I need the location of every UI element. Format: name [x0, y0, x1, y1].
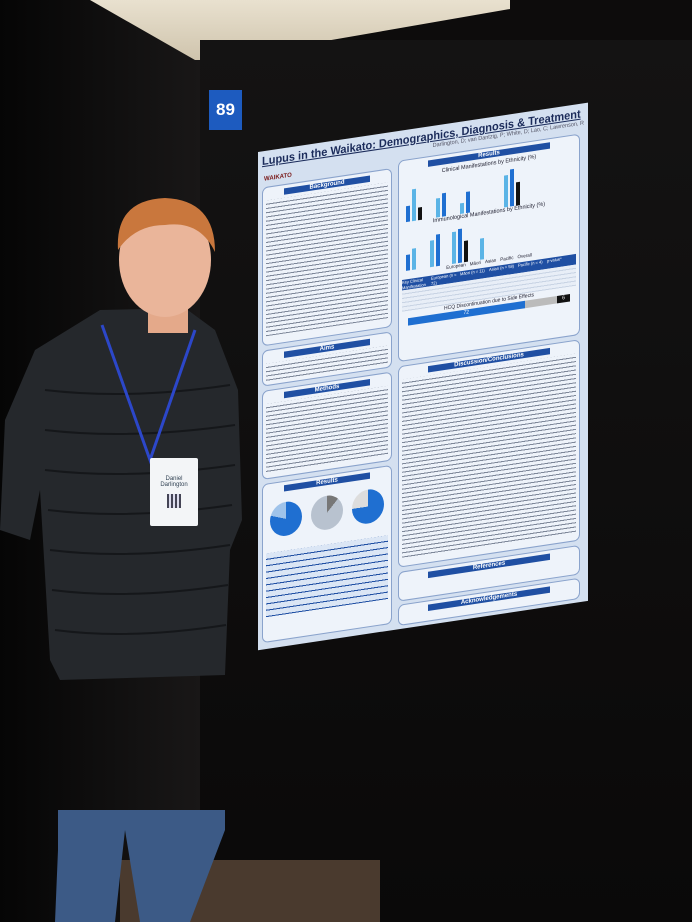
- hair: [117, 198, 215, 252]
- pie-chart: [351, 487, 384, 526]
- qr-code: [167, 494, 181, 508]
- results-section: Results Clinical Manifestations by Ethni…: [398, 133, 580, 363]
- methods-section: Methods: [262, 371, 392, 481]
- badge-name: Daniel Darlington: [160, 476, 188, 488]
- section-header: Results: [284, 472, 370, 492]
- legend-item: Māori: [469, 259, 481, 267]
- demographics-table: [266, 535, 388, 618]
- background-section: Background: [262, 168, 392, 347]
- person: [0, 198, 242, 922]
- legend-item: Overall: [517, 252, 532, 260]
- university-logo: WAIKATO: [264, 172, 292, 183]
- pie-chart: [310, 493, 343, 533]
- body-text: [402, 353, 576, 560]
- booth-number: 89: [209, 90, 242, 130]
- body-text: [266, 385, 388, 475]
- face: [119, 203, 211, 317]
- name-badge: Daniel Darlington: [150, 458, 198, 526]
- legend-item: Asian: [485, 257, 497, 265]
- jeans: [55, 810, 225, 922]
- puffer-jacket: [0, 308, 242, 680]
- legend-item: Pacific: [500, 254, 514, 263]
- poster: Lupus in the Waikato: Demographics, Diag…: [258, 102, 588, 651]
- body-text: [266, 182, 388, 337]
- pie-charts: [266, 487, 388, 539]
- pie-chart: [270, 499, 303, 539]
- discussion-section: Discussion/Conclusions: [398, 339, 580, 568]
- hcq-bar-segment: 6: [557, 294, 570, 304]
- results-demographics: Results: [262, 464, 392, 644]
